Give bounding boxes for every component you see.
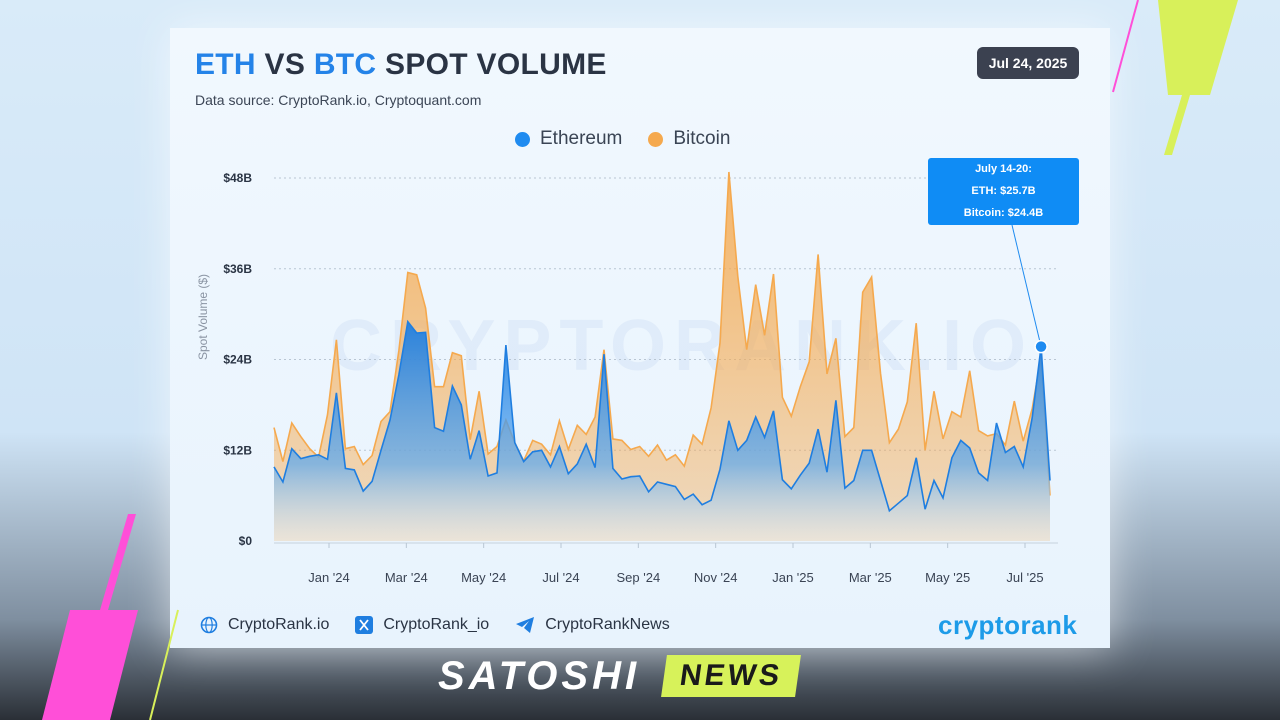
banner-satoshi: SATOSHI [438,653,641,698]
decor-stripe-lime [1158,0,1238,95]
decor-stripe-lime-thin [1164,95,1190,155]
tooltip: July 14-20: ETH: $25.7B Bitcoin: $24.4B [928,158,1079,225]
data-source: Data source: CryptoRank.io, Cryptoquant.… [195,92,482,108]
x-tick-label: Sep '24 [616,570,660,585]
decor-stripe-pink-thin [100,514,136,610]
annotation-connector [1011,224,1042,347]
date-badge: Jul 24, 2025 [977,47,1079,79]
series-line-bitcoin [273,171,1051,496]
footer-telegram-label: CryptoRankNews [545,616,670,633]
legend-item-bitcoin[interactable]: Bitcoin [648,128,730,150]
chart-card [170,28,1110,648]
ethereum-dot-icon [515,131,530,147]
footer-links: CryptoRank.io CryptoRank_io CryptoRankNe… [200,616,670,634]
tooltip-period: July 14-20: [975,163,1032,175]
legend-item-ethereum[interactable]: Ethereum [515,128,622,150]
tooltip-eth: ETH: $25.7B [971,185,1036,197]
y-tick-label: $12B [223,443,252,457]
x-logo-icon [355,616,374,634]
decor-line-lime [149,609,179,720]
title-vs: VS [264,48,306,81]
legend: Ethereum Bitcoin [515,128,730,150]
title-eth: ETH [195,48,256,81]
decor-stripe-pink [42,610,138,720]
telegram-icon [516,617,535,633]
chart-title: ETH VS BTC SPOT VOLUME [195,48,607,82]
series-area-ethereum [274,321,1050,541]
banner-news: NEWS [661,655,802,697]
x-tick-label: May '25 [925,570,970,585]
title-rest: SPOT VOLUME [385,48,607,81]
footer-site-link[interactable]: CryptoRank.io [200,616,329,634]
y-tick-label: $36B [223,262,252,276]
x-tick-label: May '24 [461,570,506,585]
footer-x-label: CryptoRank_io [383,616,490,633]
x-tick-label: Jan '24 [308,570,350,585]
x-tick-label: Jul '25 [1006,570,1043,585]
bitcoin-dot-icon [648,131,664,147]
x-tick-label: Mar '24 [385,570,428,585]
footer-telegram-link[interactable]: CryptoRankNews [515,616,670,634]
y-tick-label: $48B [223,171,252,185]
decor-line-pink [1112,0,1139,93]
globe-icon [200,616,218,634]
title-btc: BTC [313,48,377,81]
x-tick-label: Jul '24 [542,570,579,585]
satoshi-news-banner: SATOSHI NEWS [438,650,802,702]
y-tick-label: $24B [223,353,252,367]
tooltip-btc: Bitcoin: $24.4B [963,207,1044,219]
cryptorank-logo: cryptorank [938,610,1078,640]
series-line-ethereum [273,319,1051,513]
x-tick-label: Mar '25 [849,570,892,585]
x-tick-label: Nov '24 [694,570,738,585]
annotation-point [1034,339,1048,354]
y-tick-label: $0 [239,534,253,548]
legend-label-bitcoin: Bitcoin [673,128,731,149]
footer-site-label: CryptoRank.io [228,616,330,633]
legend-label-ethereum: Ethereum [540,128,623,149]
footer-x-link[interactable]: CryptoRank_io [355,616,489,634]
x-tick-label: Jan '25 [772,570,814,585]
